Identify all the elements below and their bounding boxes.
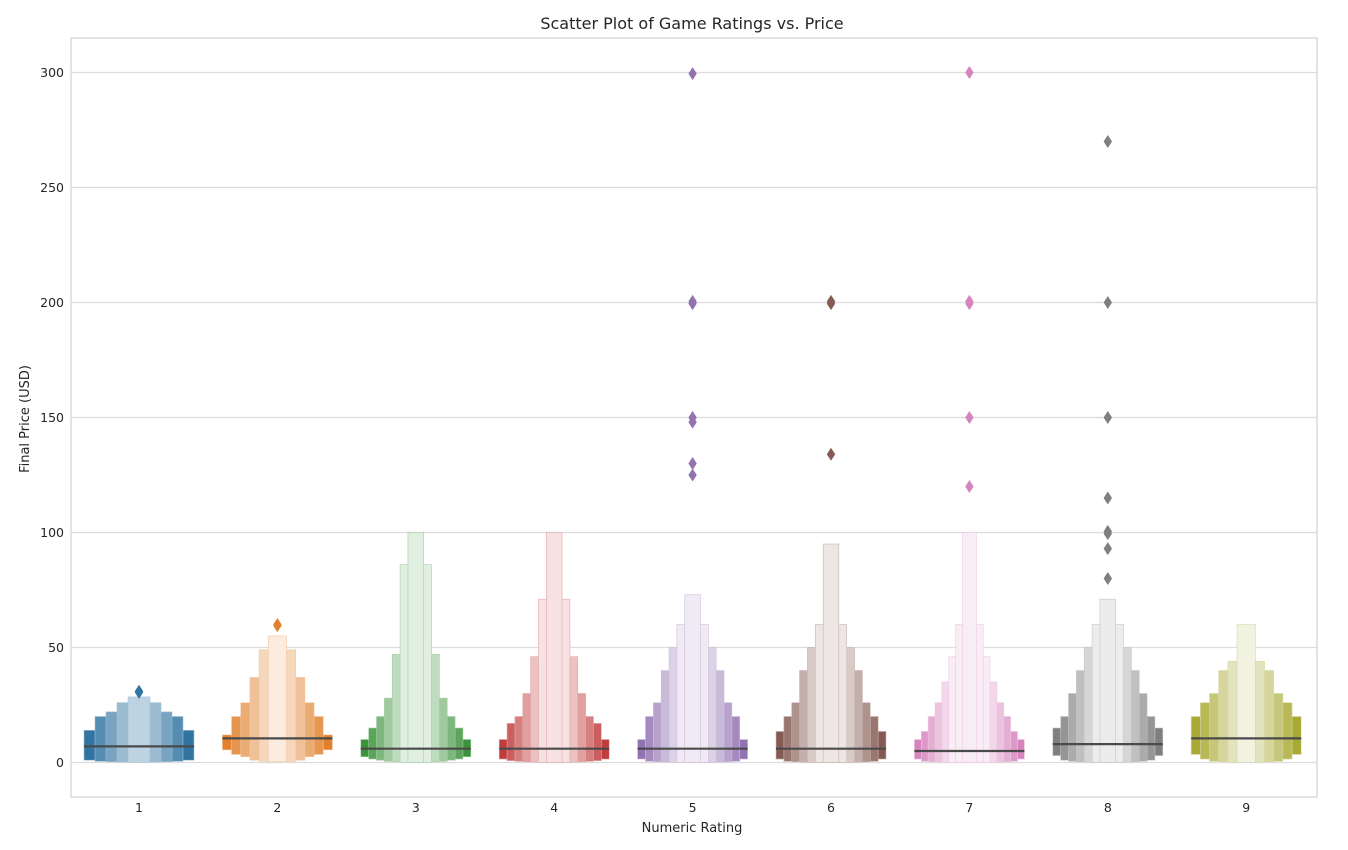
y-tick-label: 300 [40,65,64,80]
x-tick-label: 2 [273,800,281,815]
letter-value-box [127,696,151,763]
boxen-2 [222,635,333,763]
boxen-8 [1052,598,1164,763]
outlier-point [1103,296,1112,309]
x-axis-label: Numeric Rating [642,821,743,836]
outlier-point [688,294,697,308]
boxen-4 [498,532,610,763]
x-tick-label: 1 [135,800,143,815]
outlier-point [826,294,836,308]
letter-value-box [684,594,701,763]
boxen-6 [775,543,887,763]
y-tick-label: 50 [48,640,64,655]
x-tick-label: 5 [689,800,697,815]
outlier-point [1103,491,1112,505]
outlier-point [1103,411,1112,424]
outlier-point [826,447,836,461]
x-tick-label: 3 [412,800,420,815]
outlier-points [134,66,1112,699]
x-tick-label: 8 [1104,800,1112,815]
boxen-7 [914,532,1025,763]
outlier-point [134,684,144,698]
outlier-point [965,480,974,493]
outlier-point [688,411,697,424]
outlier-point [1103,135,1112,148]
chart-title: Scatter Plot of Game Ratings vs. Price [540,14,843,33]
boxen-1 [83,696,195,763]
x-tick-label: 7 [965,800,973,815]
y-tick-label: 0 [56,755,64,770]
letter-value-box [822,543,840,763]
y-tick-label: 150 [40,410,64,425]
boxen-9 [1190,624,1302,763]
letter-value-box [1099,598,1116,763]
y-tick-label: 100 [40,525,64,540]
boxen-plot [83,532,1302,763]
x-tick-label: 6 [827,800,835,815]
x-tick-label: 4 [550,800,558,815]
y-tick-label: 200 [40,295,64,310]
letter-value-box [407,532,424,763]
letter-value-box [546,532,563,763]
outlier-point [688,457,697,470]
outlier-point [1103,572,1112,585]
boxen-5 [637,594,748,763]
outlier-point [965,294,974,308]
x-tick-label: 9 [1242,800,1250,815]
letter-value-box [1236,624,1256,763]
outlier-point [1103,542,1112,556]
outlier-point [688,468,697,482]
y-axis-label: Final Price (USD) [18,365,33,473]
tick-labels: 0 50 100 150 200 250 300 1 2 3 4 5 6 7 8 9 [40,65,1250,815]
letter-value-box [962,532,977,763]
outlier-point [965,411,974,424]
outlier-point [1103,524,1112,538]
letter-value-box [267,635,287,763]
y-tick-label: 250 [40,180,64,195]
plot-frame [70,37,1318,798]
outlier-point [965,66,974,79]
boxen-3 [360,532,472,763]
outlier-point [273,618,282,631]
outlier-point [688,67,697,81]
